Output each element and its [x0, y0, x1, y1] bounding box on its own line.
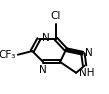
Text: N: N	[42, 33, 49, 43]
Text: Cl: Cl	[51, 11, 61, 21]
Text: N: N	[85, 48, 93, 58]
Text: CF₃: CF₃	[0, 50, 16, 60]
Text: N: N	[39, 65, 47, 75]
Text: NH: NH	[79, 68, 94, 78]
